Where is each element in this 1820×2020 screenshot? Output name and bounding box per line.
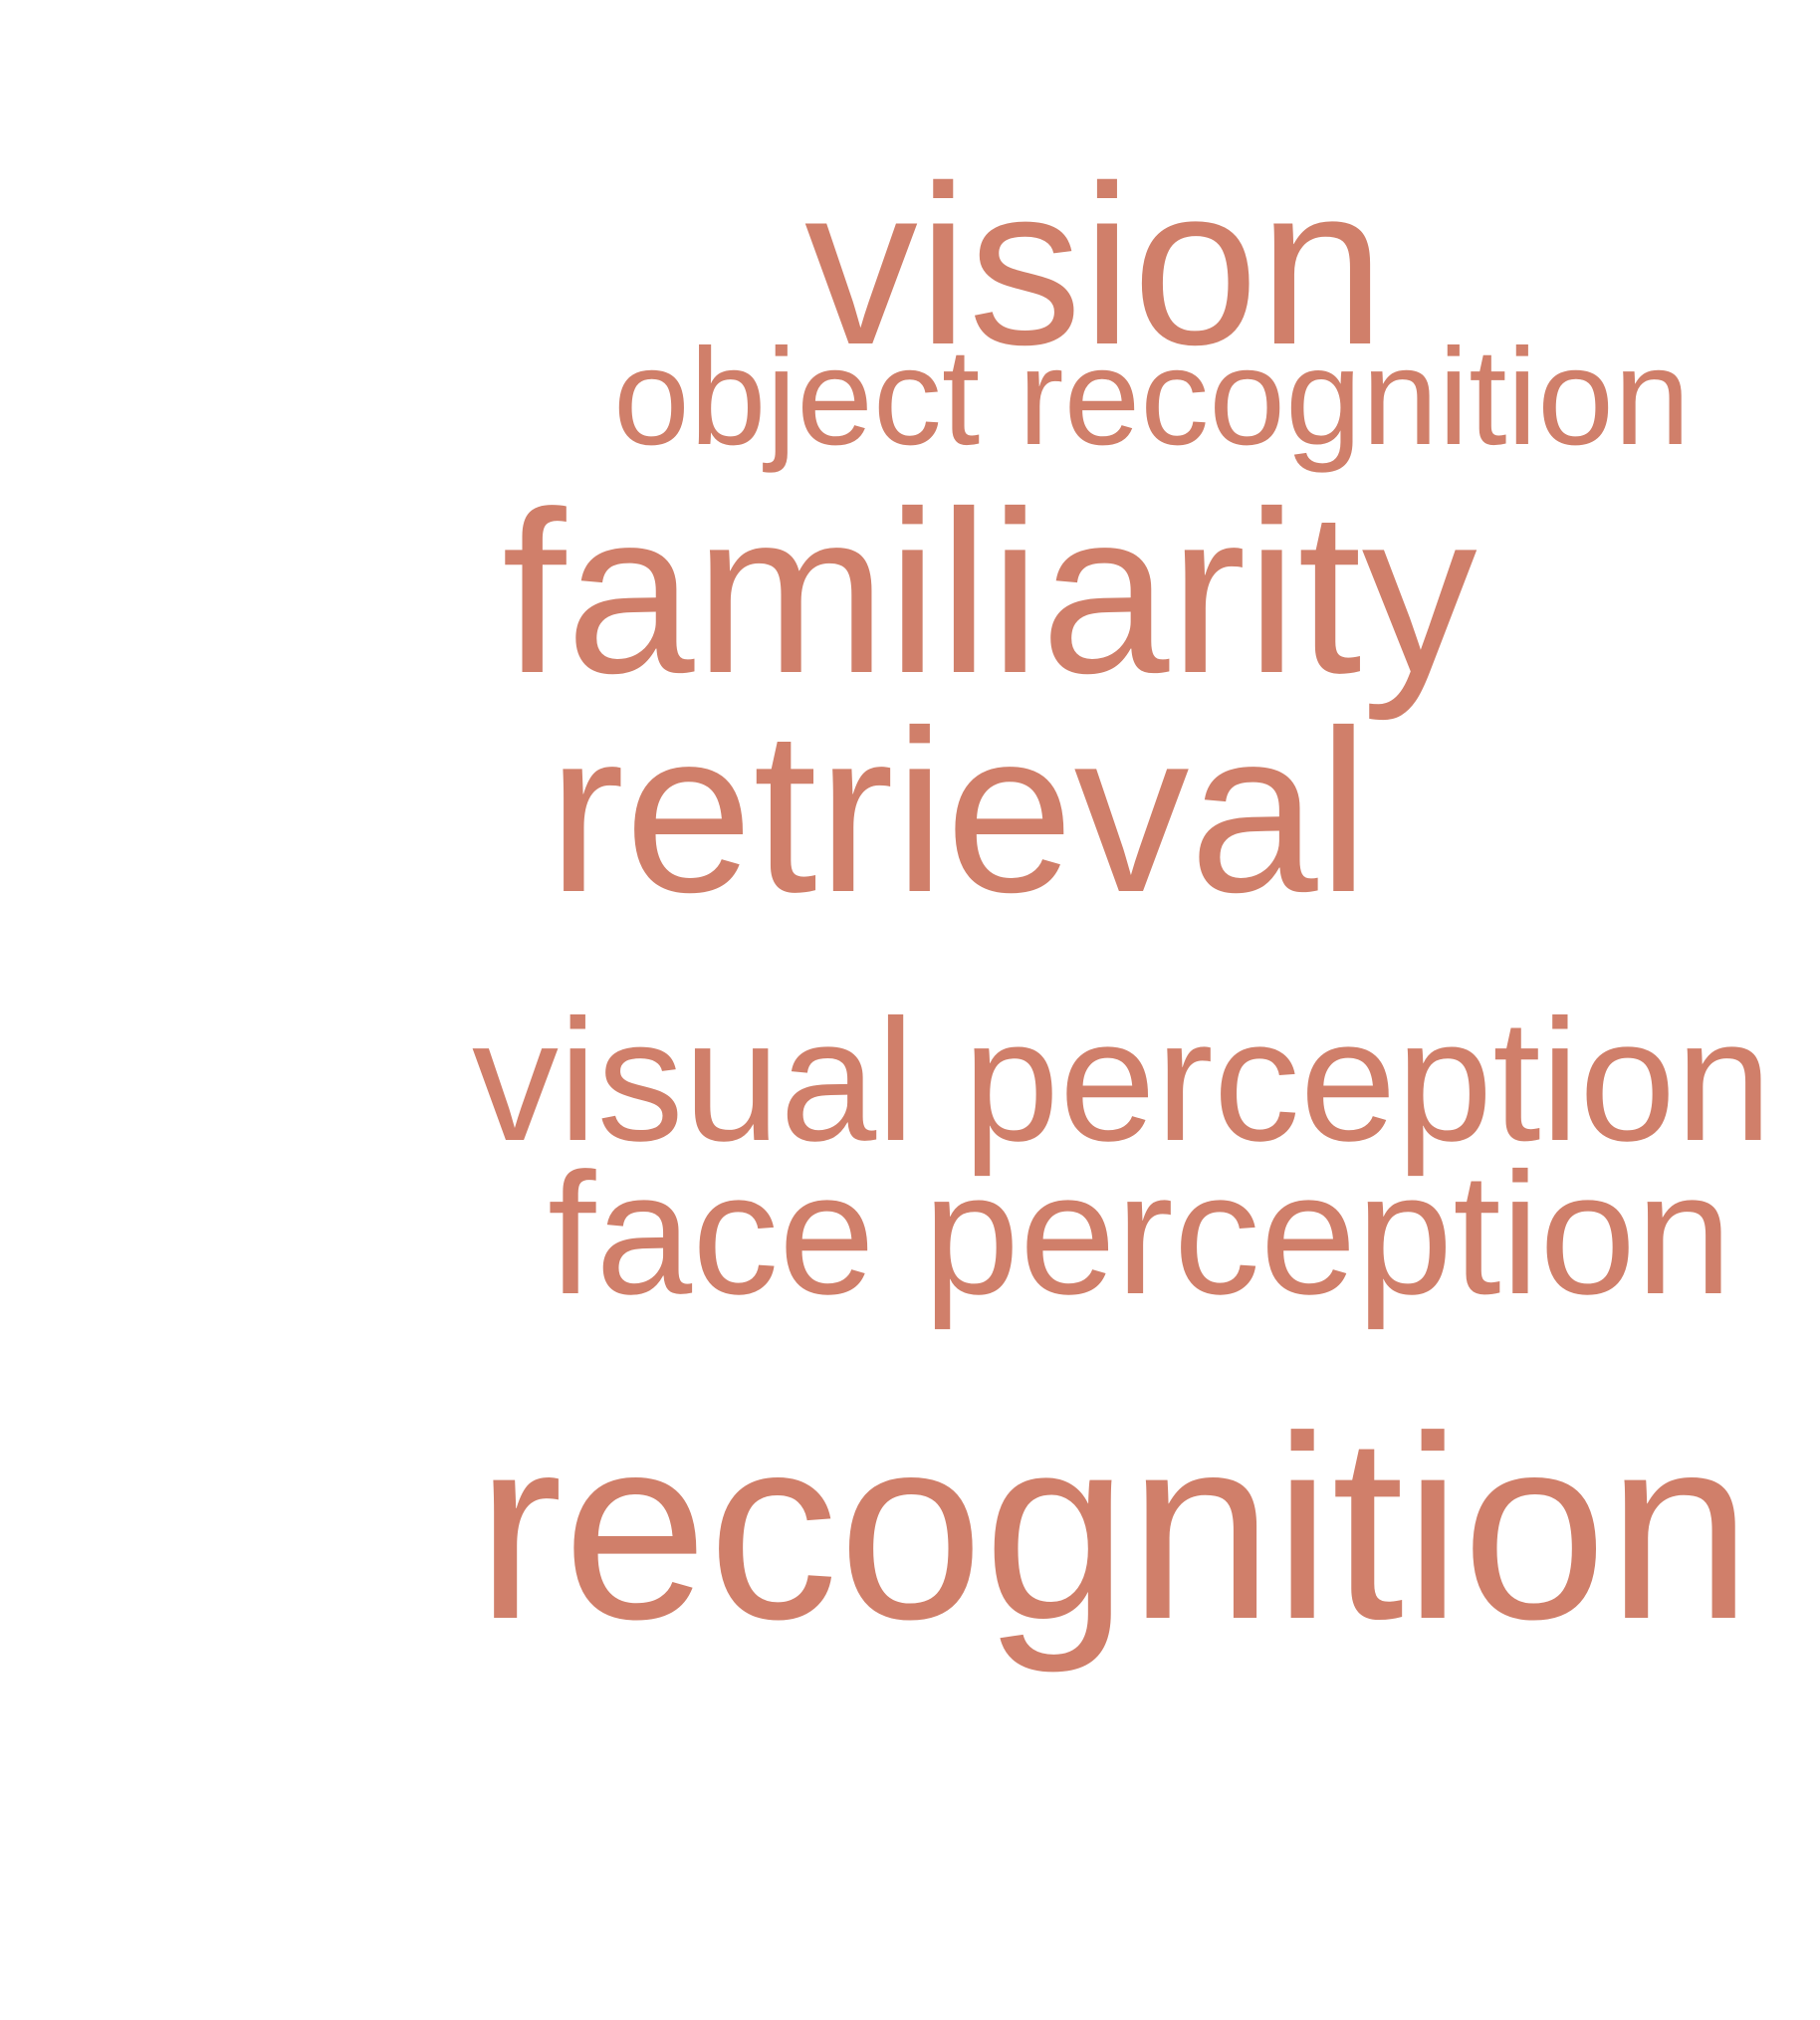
word-vision: vision bbox=[804, 139, 1385, 392]
word-face-perception: face perception bbox=[548, 1136, 1732, 1330]
word-retrieval: retrieval bbox=[548, 683, 1370, 941]
word-object-recognition: object recognition bbox=[613, 321, 1691, 474]
word-familiarity: familiarity bbox=[502, 464, 1478, 722]
word-visual-perception: visual perception bbox=[472, 983, 1772, 1177]
word-recognition: recognition bbox=[476, 1382, 1752, 1674]
